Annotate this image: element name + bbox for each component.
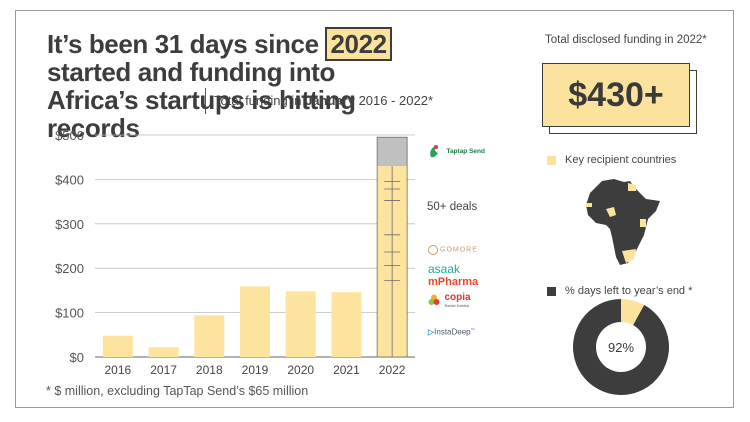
africa-map [586, 179, 660, 265]
instadeep-chevron-icon: ▷ [428, 327, 435, 337]
deals-annotation: 50+ deals [427, 201, 478, 213]
country-nigeria [606, 207, 616, 217]
instadeep-text: InstaDeep [434, 327, 471, 337]
gomore-logo: GOMORE [428, 245, 478, 255]
subtitle-prefix: Total funding in [214, 93, 306, 108]
bar-2020 [285, 291, 316, 357]
copia-logo: copia Rahisi Kabisa [428, 292, 471, 312]
y-tick-label: $400 [55, 172, 84, 187]
chart-subtitle: Total funding in January 2016 - 2022* [205, 88, 433, 114]
x-tick-label-2018: 2018 [196, 363, 223, 377]
x-tick-label-2022: 2022 [379, 363, 406, 377]
headline-part1: It’s been 31 days since [47, 29, 326, 59]
y-tick-label: $0 [70, 350, 84, 365]
infographic-frame [15, 10, 734, 408]
footnote: * $ million, excluding TapTap Send’s $65… [46, 384, 309, 398]
x-tick-label-2016: 2016 [105, 363, 132, 377]
x-tick-label-2021: 2021 [333, 363, 360, 377]
donut-center-label: 92% [608, 340, 634, 355]
instadeep-logo: ▷InstaDeep™ [428, 327, 475, 337]
country-south-africa [622, 249, 636, 263]
headline: It’s been 31 days since 2022 started and… [47, 27, 427, 143]
headline-year-highlight: 2022 [325, 27, 392, 61]
legend-swatch-days [547, 286, 556, 296]
legend-label-days: % days left to year’s end * [565, 285, 693, 297]
gomore-text: GOMORE [440, 246, 478, 254]
gomore-circle-icon [428, 245, 438, 255]
subtitle-suffix: 2016 - 2022* [354, 93, 434, 108]
country-egypt [628, 183, 636, 191]
total-funding-value: $430+ [542, 63, 690, 127]
subtitle-month: January [305, 93, 355, 108]
legend-key-countries: Key recipient countries [547, 154, 676, 166]
mpharma-logo: mPharma [428, 276, 479, 288]
africa-continent [586, 179, 660, 265]
taptap-bird-icon [430, 144, 438, 158]
y-tick-label: $100 [55, 306, 84, 321]
y-tick-label: $200 [55, 261, 84, 276]
bar-2018 [194, 315, 225, 357]
days-left-donut: 92% [573, 299, 669, 395]
copia-text: copia [444, 292, 471, 303]
bar-2022-extra [377, 137, 408, 167]
legend-label-countries: Key recipient countries [565, 154, 677, 166]
x-tick-label-2017: 2017 [150, 363, 177, 377]
bar-2019 [240, 286, 270, 357]
x-tick-label-2019: 2019 [242, 363, 269, 377]
country-kenya [640, 219, 646, 227]
legend-days-left: % days left to year’s end * [547, 285, 692, 297]
country-senegal [586, 203, 592, 207]
bar-2021 [331, 292, 362, 357]
donut-slice-days-elapsed [621, 299, 645, 326]
x-tick-label-2020: 2020 [287, 363, 314, 377]
bar-2017 [148, 347, 179, 357]
copia-flower-icon [428, 294, 440, 305]
total-funding-title: Total disclosed funding in 2022* [545, 34, 707, 46]
bar-2016 [102, 335, 133, 357]
donut-slice-days-left [573, 299, 669, 395]
copia-tagline: Rahisi Kabisa [444, 303, 469, 308]
taptap-send-logo: Taptap Send [428, 143, 485, 161]
taptap-send-text: Taptap Send [446, 148, 485, 156]
instadeep-trademark: ™ [470, 327, 475, 332]
headline-part2: started and funding into Africa’s startu… [47, 57, 356, 143]
legend-swatch-countries [547, 155, 556, 165]
y-tick-label: $300 [55, 217, 84, 232]
y-tick-label: $500 [55, 128, 84, 143]
asaak-logo: asaak [428, 262, 461, 276]
